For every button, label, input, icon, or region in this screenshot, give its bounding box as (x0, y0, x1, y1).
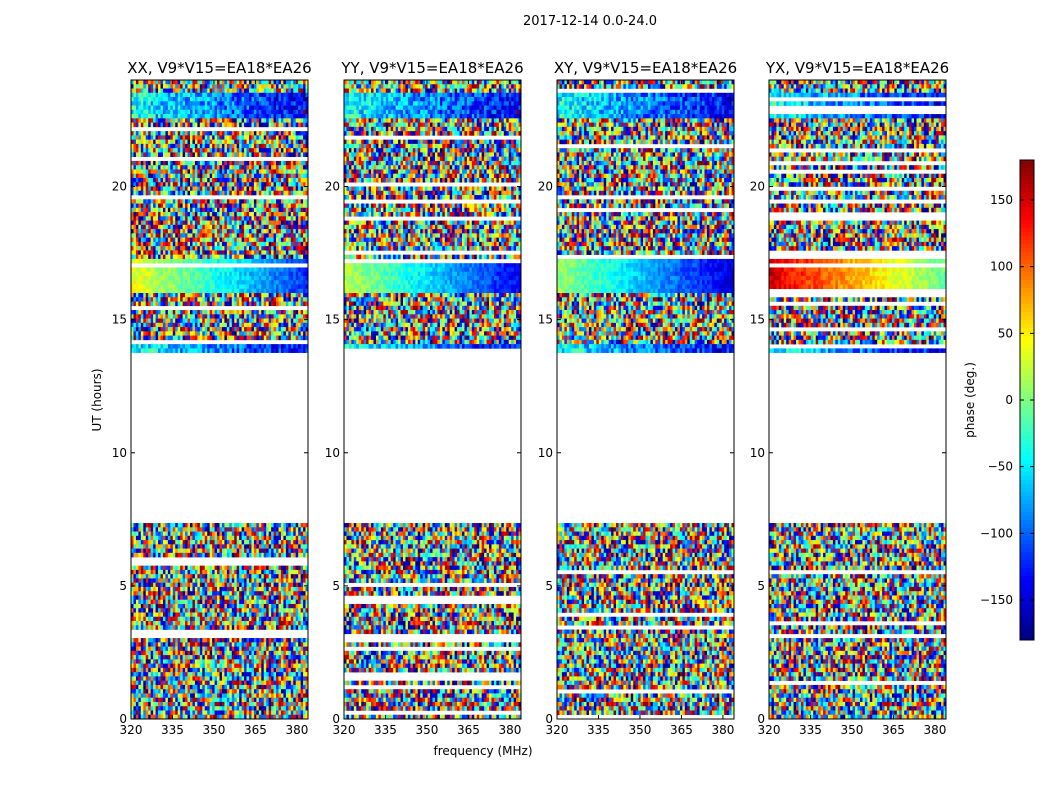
y-tick-label-2-4: 20 (538, 180, 553, 194)
x-tick-label-0-3: 365 (244, 723, 267, 737)
x-tick-label-2-1: 335 (587, 723, 610, 737)
figure-title: 2017-12-14 0.0-24.0 (0, 14, 1050, 29)
colorbar-label: phase (deg.) (963, 362, 977, 438)
x-tick-label-1-4: 380 (498, 723, 521, 737)
y-tick-label-2-2: 10 (538, 446, 553, 460)
x-tick-label-0-1: 335 (161, 723, 184, 737)
y-tick-label-1-0: 0 (332, 712, 340, 726)
x-tick-label-2-4: 380 (711, 723, 734, 737)
y-tick-label-1-4: 20 (325, 180, 340, 194)
y-tick-label-0-4: 20 (112, 180, 127, 194)
y-tick-label-3-1: 5 (757, 579, 765, 593)
x-tick-label-1-1: 335 (374, 723, 397, 737)
colorbar-tick-label-2: −50 (988, 460, 1013, 474)
heatmap-panel-2 (557, 80, 734, 715)
y-tick-label-2-0: 0 (545, 712, 553, 726)
x-tick-label-1-3: 365 (457, 723, 480, 737)
colorbar-tick-label-4: 50 (998, 326, 1013, 340)
y-tick-label-0-2: 10 (112, 446, 127, 460)
x-tick-label-1-2: 350 (416, 723, 439, 737)
panel-title-2: XY, V9*V15=EA18*EA26 (554, 59, 737, 77)
colorbar-tick-label-6: 150 (990, 193, 1013, 207)
y-tick-label-0-0: 0 (119, 712, 127, 726)
x-tick-label-0-4: 380 (285, 723, 308, 737)
x-axis-label: frequency (MHz) (433, 744, 532, 758)
y-tick-label-0-3: 15 (112, 313, 127, 327)
heatmap-panel-3 (769, 80, 946, 719)
y-tick-label-2-3: 15 (538, 313, 553, 327)
x-tick-label-3-2: 350 (841, 723, 864, 737)
x-tick-label-2-3: 365 (670, 723, 693, 737)
y-tick-label-1-2: 10 (325, 446, 340, 460)
colorbar-tick-label-5: 100 (990, 260, 1013, 274)
colorbar-tick-label-1: −100 (980, 526, 1013, 540)
y-tick-label-2-1: 5 (545, 579, 553, 593)
x-tick-label-0-2: 350 (203, 723, 226, 737)
heatmap-panel-0 (131, 80, 308, 719)
x-tick-label-3-4: 380 (923, 723, 946, 737)
y-tick-label-1-1: 5 (332, 579, 340, 593)
colorbar-tick-label-3: 0 (1005, 393, 1013, 407)
y-tick-label-3-4: 20 (750, 180, 765, 194)
y-tick-label-3-3: 15 (750, 313, 765, 327)
y-tick-label-3-0: 0 (757, 712, 765, 726)
heatmap-panel-1 (344, 80, 521, 719)
x-tick-label-2-2: 350 (629, 723, 652, 737)
x-tick-label-3-1: 335 (799, 723, 822, 737)
colorbar-tick-label-0: −150 (980, 593, 1013, 607)
y-tick-label-3-2: 10 (750, 446, 765, 460)
panel-title-1: YY, V9*V15=EA18*EA26 (340, 59, 523, 77)
y-axis-label: UT (hours) (90, 368, 104, 431)
panel-title-3: YX, V9*V15=EA18*EA26 (765, 59, 949, 77)
panel-title-0: XX, V9*V15=EA18*EA26 (127, 59, 311, 77)
x-tick-label-3-3: 365 (882, 723, 905, 737)
y-tick-label-0-1: 5 (119, 579, 127, 593)
y-tick-label-1-3: 15 (325, 313, 340, 327)
